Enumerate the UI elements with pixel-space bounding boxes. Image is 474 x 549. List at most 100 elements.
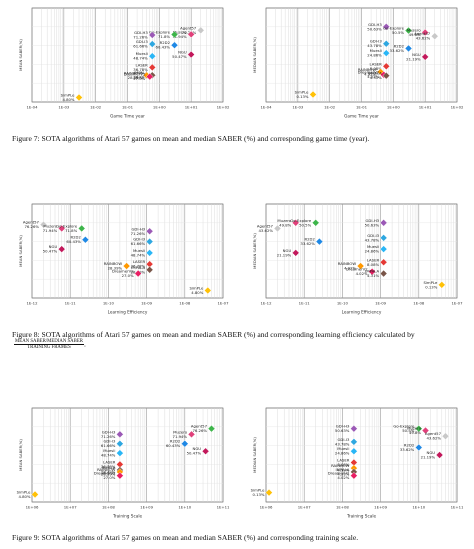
point-value-label: 28.49% <box>133 75 148 80</box>
point-name-label: NGU <box>427 450 436 455</box>
x-tick-label: 1E-10 <box>337 301 349 306</box>
learning-efficiency-fraction: MEAN SABER/MEDIAN SABER TRAINING FRAMES <box>14 339 84 350</box>
point-value-label: 76.26% <box>193 428 208 433</box>
point-gdi-h3 <box>145 227 154 235</box>
point-gdi-i3 <box>382 40 390 48</box>
point-name-label: R2D2 <box>170 439 181 444</box>
point-value-label: 43.78% <box>335 441 350 446</box>
point-muzero <box>187 30 195 39</box>
point-name-label: DreamerV2 <box>112 269 134 274</box>
point-value-label: 50.5% <box>392 30 404 35</box>
point-name-label: R2D2 <box>394 43 405 48</box>
point-name-label: GDI-I3 <box>337 437 349 442</box>
x-axis-label: Learning Efficiency <box>342 310 382 315</box>
point-r2d2 <box>415 443 423 452</box>
point-name-label: Muzero <box>43 223 57 228</box>
point-name-label: Agent57 <box>23 220 40 225</box>
y-axis-label: MEAN SABER(%) <box>18 235 23 267</box>
point-ngu <box>292 249 300 257</box>
point-muesli <box>382 49 390 57</box>
point-name-label: Muesli <box>103 448 115 453</box>
point-value-label: 49.8% <box>409 430 421 435</box>
point-name-label: IMPALA <box>134 70 148 75</box>
figure-9-caption: Figure 9: SOTA algorithms of Atari 57 ga… <box>12 533 464 542</box>
x-tick-label: 1E+00 <box>387 105 400 110</box>
x-axis-label: Game Time year <box>344 114 379 119</box>
x-tick-label: 1E+06 <box>26 505 39 510</box>
point-simple <box>438 281 446 289</box>
point-value-label: 27.0% <box>122 273 134 278</box>
point-name-label: LASER <box>337 458 350 463</box>
caption-text: SOTA algorithms of Atari 57 games on mea… <box>41 533 359 542</box>
point-muzero <box>421 426 430 435</box>
x-tick-label: 1E+08 <box>336 505 349 510</box>
point-laser <box>148 63 156 72</box>
x-tick-label: 1E-10 <box>103 301 115 306</box>
point-name-label: LASER <box>370 61 383 66</box>
point-name-label: R2D2 <box>404 442 415 447</box>
point-r2d2 <box>81 236 90 244</box>
caption-number: Figure 9: <box>12 533 40 542</box>
point-name-label: Agent57 <box>425 431 442 436</box>
point-name-label: GDI-I3 <box>367 233 379 238</box>
point-dreamerv2 <box>350 471 358 480</box>
x-tick-label: 1E+09 <box>140 505 153 510</box>
point-value-label: 50.5% <box>402 428 414 433</box>
point-agent57 <box>431 32 439 40</box>
x-tick-label: 1E+07 <box>298 505 311 510</box>
point-value-label: 0.13% <box>425 284 437 289</box>
point-value-label: 4.02% <box>356 271 368 276</box>
point-gdi-h3 <box>379 219 388 227</box>
point-value-label: 28.39% <box>101 471 116 476</box>
point-name-label: DreamerV2 <box>328 471 350 476</box>
point-name-label: GDI-I3 <box>136 39 148 44</box>
point-name-label: Agent57 <box>257 223 274 228</box>
point-name-label: RAINBOW <box>338 261 357 266</box>
x-tick-label: 1E+02 <box>217 105 230 110</box>
point-name-label: Muzero <box>407 426 421 431</box>
point-value-label: 76.26% <box>182 30 197 35</box>
fig9-mean-chart: 1E+06 1E+07 1E+08 1E+09 1E+10 1E+11 Training S… <box>6 402 231 520</box>
x-tick-label: 1E-11 <box>299 301 311 306</box>
point-name-label: Go-Explore <box>383 26 405 31</box>
fig9-mean-svg: 1E+06 1E+07 1E+08 1E+09 1E+10 1E+11 Training S… <box>17 407 230 519</box>
point-rainbow <box>122 262 131 270</box>
plot-area <box>31 407 224 503</box>
point-value-label: 21.19% <box>406 56 421 61</box>
point-agent57 <box>207 424 216 433</box>
point-value-label: 27.0% <box>133 76 145 81</box>
point-muesli <box>379 245 388 253</box>
point-gdi-h3 <box>382 23 390 31</box>
point-name-label: NGU <box>193 446 202 451</box>
point-value-label: 36.78% <box>131 264 146 269</box>
point-agent57 <box>273 224 282 233</box>
fig8-mean-chart: 1E-12 1E-11 1E-10 1E-09 1E-08 1E-07 Learning E… <box>6 198 231 316</box>
point-name-label: Muesli <box>133 248 145 253</box>
point-r2d2 <box>181 440 189 448</box>
fig8-mean-svg: 1E-12 1E-11 1E-10 1E-09 1E-08 1E-07 Learning E… <box>18 203 229 315</box>
point-agent57 <box>39 220 48 229</box>
x-tick-label: 1E-09 <box>141 301 153 306</box>
point-value-label: 71.94% <box>43 228 58 233</box>
point-name-label: Muesli <box>136 51 148 56</box>
point-value-label: 4.92% <box>337 468 349 473</box>
point-value-label: 71.26% <box>133 35 148 40</box>
point-gdi-i3 <box>145 237 154 246</box>
point-value-label: 4.80% <box>62 97 74 102</box>
point-gdi-h3 <box>350 424 358 433</box>
caption-text: SOTA algorithms of Atari 57 games on mea… <box>41 330 415 339</box>
point-ngu <box>201 447 210 455</box>
point-name-label: IMPALA <box>336 467 350 472</box>
point-value-label: 4.31% <box>367 273 379 278</box>
point-value-label: 50.63% <box>367 26 382 31</box>
point-value-label: 71.26% <box>131 231 146 236</box>
point-gdi-i3 <box>379 234 388 242</box>
point-value-label: 43.62% <box>427 436 442 441</box>
caption-text: SOTA algorithms of Atari 57 games on mea… <box>41 134 370 143</box>
point-impala <box>382 71 390 80</box>
point-value-label: 24.86% <box>367 53 382 58</box>
point-dreamerv2 <box>146 72 154 81</box>
point-name-label: IMPALA <box>365 269 379 274</box>
point-value-label: 36.78% <box>133 67 148 72</box>
point-value-label: 49.8% <box>409 32 421 37</box>
